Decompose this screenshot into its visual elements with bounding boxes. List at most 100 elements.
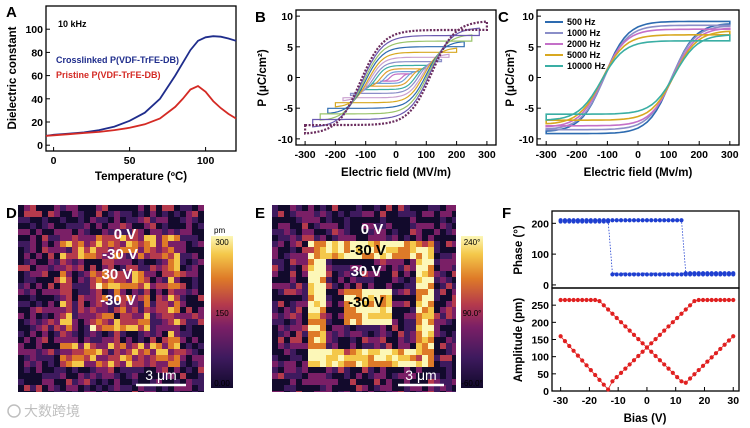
map-e-pixel bbox=[314, 331, 320, 337]
map-e-pixel bbox=[422, 391, 428, 392]
chart-a-legend-pristine: Pristine P(VDF-TrFE-DB) bbox=[56, 70, 161, 80]
map-d-pixel bbox=[126, 223, 132, 229]
map-d-pixel bbox=[96, 229, 102, 235]
map-d-pixel bbox=[138, 391, 144, 392]
map-d-pixel bbox=[114, 217, 120, 223]
map-d-colorbar bbox=[211, 236, 233, 388]
map-d-pixel bbox=[150, 355, 156, 361]
chart-b-ytick-label: -5 bbox=[284, 103, 293, 115]
map-d-pixel bbox=[108, 385, 114, 391]
map-d-pixel bbox=[48, 355, 54, 361]
map-e-pixel bbox=[308, 253, 314, 259]
map-d-pixel bbox=[186, 307, 192, 313]
map-e-pixel bbox=[344, 391, 350, 392]
map-e-pixel bbox=[428, 367, 434, 373]
map-d-pixel bbox=[30, 373, 36, 379]
chart-c-xtick-label: 0 bbox=[635, 149, 641, 161]
map-e-pixel bbox=[368, 379, 374, 385]
map-d-pixel bbox=[102, 265, 108, 271]
map-d-pixel bbox=[66, 265, 72, 271]
map-d-pixel bbox=[18, 367, 24, 373]
map-e-pixel bbox=[290, 289, 296, 295]
map-d-pixel bbox=[42, 283, 48, 289]
map-e-pixel bbox=[380, 205, 386, 211]
map-d-pixel bbox=[114, 229, 120, 235]
map-d-pixel bbox=[72, 319, 78, 325]
map-d-pixel bbox=[42, 349, 48, 355]
map-e-pixel bbox=[284, 205, 290, 211]
map-e-pixel bbox=[380, 379, 386, 385]
map-d-pixel bbox=[54, 247, 60, 253]
map-e-pixel bbox=[404, 259, 410, 265]
map-e-pixel bbox=[428, 385, 434, 391]
map-e-pixel bbox=[446, 217, 452, 223]
map-e-pixel bbox=[374, 361, 380, 367]
map-d-pixel bbox=[180, 367, 186, 373]
map-e-pixel bbox=[296, 235, 302, 241]
map-d-pixel bbox=[36, 247, 42, 253]
map-d-pixel bbox=[96, 301, 102, 307]
map-e-pixel bbox=[452, 361, 456, 367]
map-d-pixel bbox=[18, 229, 24, 235]
map-e-pixel bbox=[314, 385, 320, 391]
map-e-pixel bbox=[284, 361, 290, 367]
map-d-pixel bbox=[162, 337, 168, 343]
map-d-pixel bbox=[24, 343, 30, 349]
map-d-pixel bbox=[156, 253, 162, 259]
map-d-pixel bbox=[144, 235, 150, 241]
chart-a-frame bbox=[45, 5, 237, 152]
chart-f-amp-ytick-label: 100 bbox=[531, 352, 549, 364]
map-e-pixel bbox=[446, 205, 452, 211]
map-d-pixel bbox=[108, 235, 114, 241]
map-e-pixel bbox=[380, 271, 386, 277]
map-e-pixel bbox=[404, 385, 410, 391]
map-d-pixel bbox=[186, 235, 192, 241]
map-e-pixel bbox=[386, 271, 392, 277]
map-e-pixel bbox=[374, 367, 380, 373]
map-d-pixel bbox=[132, 361, 138, 367]
map-d-pixel bbox=[138, 289, 144, 295]
map-e-pixel bbox=[356, 247, 362, 253]
map-e-pixel bbox=[404, 349, 410, 355]
map-d-pixel bbox=[54, 385, 60, 391]
map-e-pixel bbox=[278, 223, 284, 229]
map-d-pixel bbox=[84, 385, 90, 391]
map-d-pixel bbox=[120, 313, 126, 319]
map-d-pixel bbox=[30, 217, 36, 223]
chart-f-phase-point bbox=[623, 218, 628, 223]
map-d-pixel bbox=[192, 307, 198, 313]
map-d-pixel bbox=[150, 319, 156, 325]
map-d-pixel bbox=[84, 289, 90, 295]
map-d-pixel bbox=[90, 355, 96, 361]
map-d-pixel bbox=[60, 313, 66, 319]
map-e-pixel bbox=[398, 331, 404, 337]
map-e-pixel bbox=[434, 211, 440, 217]
map-d-pixel bbox=[180, 325, 186, 331]
map-d-pixel bbox=[54, 217, 60, 223]
map-e-pixel bbox=[434, 325, 440, 331]
map-e-pixel bbox=[290, 349, 296, 355]
map-e-pixel bbox=[356, 271, 362, 277]
map-e-pixel bbox=[320, 331, 326, 337]
map-e-pixel bbox=[284, 391, 290, 392]
chart-a-xtick-label: 100 bbox=[197, 155, 215, 167]
map-d-pixel bbox=[198, 247, 204, 253]
map-d-pixel bbox=[60, 211, 66, 217]
chart-b-loop-300 bbox=[304, 20, 488, 135]
map-d-pixel bbox=[54, 379, 60, 385]
map-e-pixel bbox=[278, 307, 284, 313]
map-e-pixel bbox=[326, 301, 332, 307]
map-e-pixel bbox=[392, 217, 398, 223]
map-e-pixel bbox=[344, 205, 350, 211]
map-d-pixel bbox=[180, 229, 186, 235]
map-d-pixel bbox=[90, 361, 96, 367]
map-e-pixel bbox=[386, 361, 392, 367]
map-d-pixel bbox=[198, 223, 204, 229]
map-d-colorbar-max: 300 bbox=[215, 238, 229, 247]
map-d-pixel bbox=[150, 385, 156, 391]
map-e-pixel bbox=[416, 271, 422, 277]
map-d-pixel bbox=[108, 247, 114, 253]
map-d-pixel bbox=[132, 391, 138, 392]
map-d-pixel bbox=[30, 283, 36, 289]
map-e-pixel bbox=[368, 307, 374, 313]
